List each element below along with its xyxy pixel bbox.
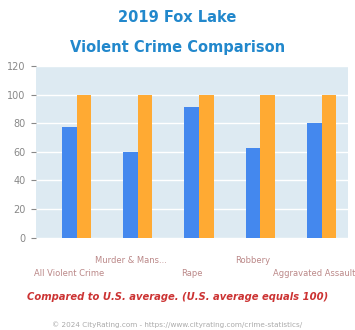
Text: Robbery: Robbery	[235, 256, 271, 265]
Text: Murder & Mans...: Murder & Mans...	[94, 256, 166, 265]
Bar	[246, 148, 260, 238]
Text: Violent Crime Comparison: Violent Crime Comparison	[70, 40, 285, 54]
Bar	[138, 95, 153, 238]
Bar	[62, 127, 77, 238]
Bar	[307, 123, 322, 238]
Bar	[123, 152, 138, 238]
Text: Rape: Rape	[181, 269, 202, 278]
Text: Compared to U.S. average. (U.S. average equals 100): Compared to U.S. average. (U.S. average …	[27, 292, 328, 302]
Text: 2019 Fox Lake: 2019 Fox Lake	[118, 10, 237, 25]
Bar	[322, 95, 336, 238]
Bar	[77, 95, 91, 238]
Bar	[199, 95, 214, 238]
Bar	[260, 95, 275, 238]
Text: Aggravated Assault: Aggravated Assault	[273, 269, 355, 278]
Bar	[184, 108, 199, 238]
Text: All Violent Crime: All Violent Crime	[34, 269, 104, 278]
Text: © 2024 CityRating.com - https://www.cityrating.com/crime-statistics/: © 2024 CityRating.com - https://www.city…	[53, 322, 302, 328]
